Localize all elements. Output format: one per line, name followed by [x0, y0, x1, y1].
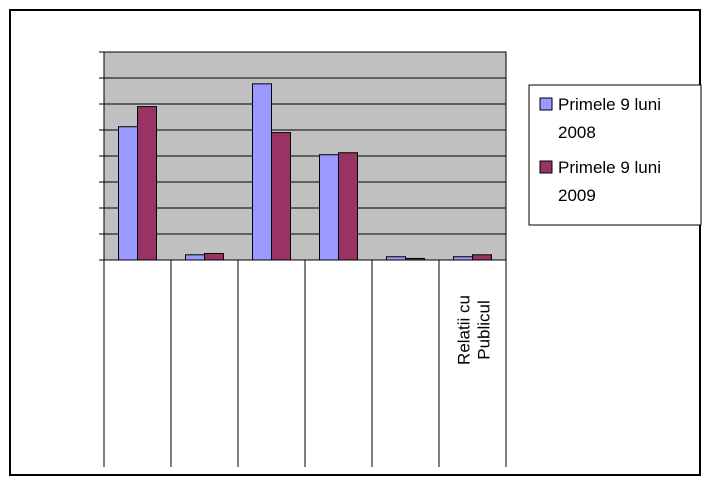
bar-2-3: [271, 132, 291, 261]
x-tick-label: Relatii cu: [455, 295, 474, 365]
bar-2-2: [204, 253, 224, 261]
bar-1-2: [185, 254, 205, 261]
bar-1-4: [319, 154, 339, 261]
legend-label-2: Primele 9 luni: [558, 158, 661, 177]
bar-1-3: [252, 83, 272, 261]
legend-swatch-2: [539, 160, 553, 174]
legend-label-1: Primele 9 luni: [558, 95, 661, 114]
bar-2-6: [472, 254, 492, 261]
legend-swatch-1: [539, 97, 553, 111]
x-tick-label: Publicul: [475, 300, 494, 360]
bar-1-1: [118, 126, 138, 261]
legend-label-2: 2009: [558, 186, 596, 205]
legend-label-1: 2008: [558, 123, 596, 142]
legend-box: [528, 84, 702, 226]
bar-2-1: [137, 106, 157, 261]
bar-2-4: [338, 152, 358, 261]
